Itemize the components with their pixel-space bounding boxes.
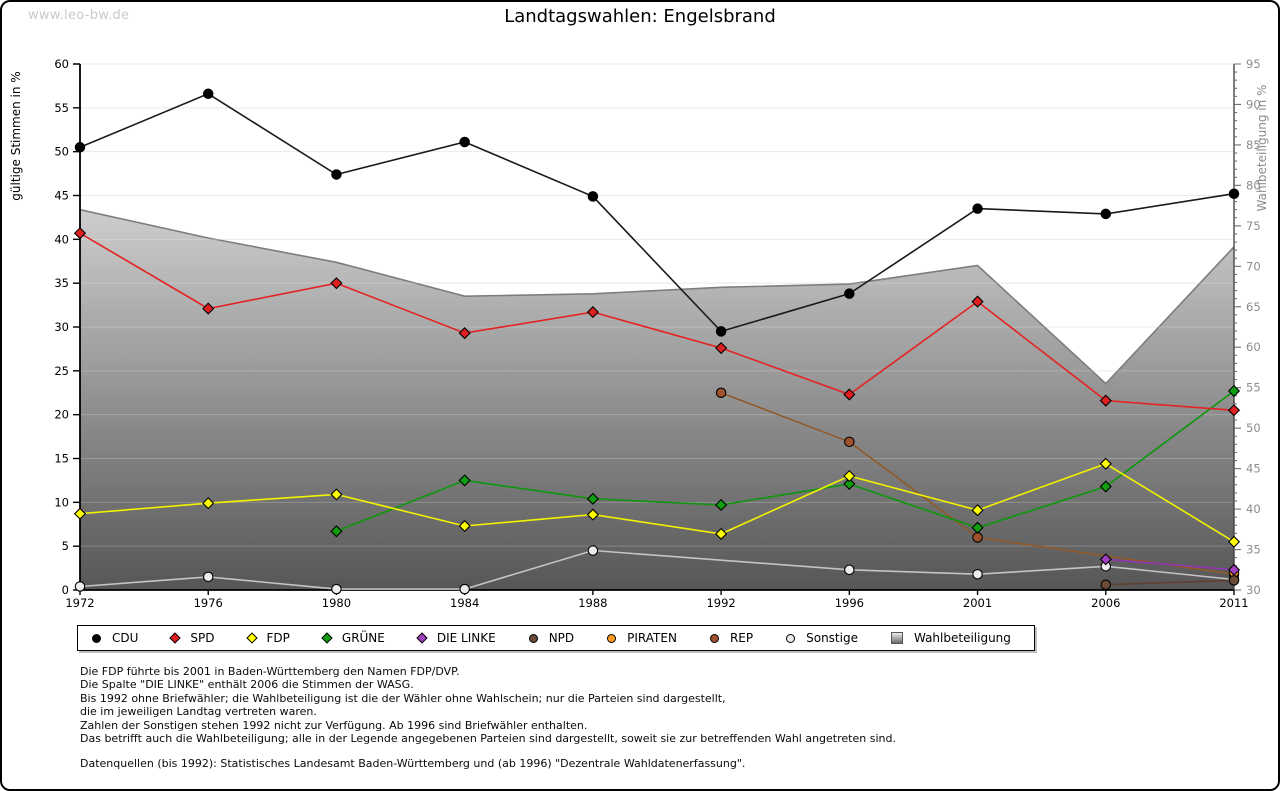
legend-item-PIRATEN: PIRATEN xyxy=(607,631,677,645)
svg-text:15: 15 xyxy=(54,452,69,466)
footnote-line: Die FDP führte bis 2001 in Baden-Württem… xyxy=(80,665,460,678)
svg-text:60: 60 xyxy=(1246,340,1261,354)
svg-text:20: 20 xyxy=(54,408,69,422)
series-FDP xyxy=(73,457,1241,548)
data-source-line: Datenquellen (bis 1992): Statistisches L… xyxy=(80,757,746,771)
svg-text:25: 25 xyxy=(54,364,69,378)
svg-text:40: 40 xyxy=(1246,502,1261,516)
svg-text:90: 90 xyxy=(1246,97,1261,111)
legend-item-GRÜNE: GRÜNE xyxy=(321,631,385,645)
legend: CDU SPD FDP GRÜNE DIE LINKE NPD PIRATEN REP Sons… xyxy=(77,625,1035,651)
svg-text:40: 40 xyxy=(54,232,69,246)
svg-text:35: 35 xyxy=(1246,543,1261,557)
legend-item-DIE-LINKE: DIE LINKE xyxy=(416,631,496,645)
legend-label: DIE LINKE xyxy=(436,631,496,645)
svg-text:2006: 2006 xyxy=(1091,596,1120,610)
legend-marker-icon xyxy=(245,632,258,644)
svg-text:45: 45 xyxy=(1246,462,1261,476)
legend-marker-icon xyxy=(528,633,538,643)
series-GRÜNE xyxy=(330,384,1241,538)
legend-item-CDU: CDU xyxy=(92,631,138,645)
svg-text:50: 50 xyxy=(1246,421,1261,435)
svg-text:10: 10 xyxy=(54,495,69,509)
svg-text:85: 85 xyxy=(1246,138,1261,152)
series-NPD xyxy=(1100,575,1240,590)
watermark-link: www.leo-bw.de xyxy=(28,8,130,23)
footnote-line: Die Spalte "DIE LINKE" enthält 2006 die … xyxy=(80,678,414,692)
svg-text:45: 45 xyxy=(54,189,69,203)
legend-label: PIRATEN xyxy=(627,631,677,645)
svg-text:50: 50 xyxy=(54,145,69,159)
footnote-line: Das betrifft auch die Wahlbeteiligung; a… xyxy=(80,732,896,746)
series-DIE-LINKE xyxy=(1099,553,1241,576)
legend-label: REP xyxy=(729,631,754,645)
svg-text:30: 30 xyxy=(54,320,69,334)
series-SPD xyxy=(73,227,1241,417)
footnotes: Die FDP führte bis 2001 in Baden-Württem… xyxy=(80,665,1230,771)
series-Sonstige xyxy=(74,545,1240,595)
legend-marker-icon xyxy=(416,632,428,644)
legend-label: CDU xyxy=(112,631,139,645)
svg-text:1992: 1992 xyxy=(706,596,735,610)
axes: 0 5 10 15 20 25 30 35 40 45 50 55 60 30 35 40 45 50 55 60 65… xyxy=(9,57,1269,610)
legend-label: FDP xyxy=(266,631,290,645)
legend-marker-icon xyxy=(607,633,617,643)
election-line-chart: 0 5 10 15 20 25 30 35 40 45 50 55 60 30 35 40 45 50 55 60 65… xyxy=(9,57,1269,610)
svg-text:75: 75 xyxy=(1246,219,1261,233)
footnote-line: die im jeweiligen Landtag vertreten ware… xyxy=(80,705,317,719)
svg-text:1984: 1984 xyxy=(450,596,479,610)
svg-text:5: 5 xyxy=(62,539,69,553)
svg-text:2001: 2001 xyxy=(963,596,992,610)
series-CDU xyxy=(74,88,1240,337)
footnote-line: Bis 1992 ohne Briefwähler; die Wahlbetei… xyxy=(80,691,726,705)
legend-marker-icon xyxy=(890,632,903,644)
svg-text:1972: 1972 xyxy=(65,596,94,610)
page-title: Landtagswahlen: Engelsbrand xyxy=(504,6,776,27)
legend-marker-icon xyxy=(321,632,333,644)
svg-text:1976: 1976 xyxy=(194,596,223,610)
svg-text:55: 55 xyxy=(54,101,69,115)
legend-label: NPD xyxy=(548,631,575,645)
turnout-area xyxy=(79,208,1235,590)
svg-text:0: 0 xyxy=(62,583,69,597)
svg-text:65: 65 xyxy=(1246,300,1261,314)
gridlines-overlay xyxy=(80,63,1234,547)
svg-text:35: 35 xyxy=(54,276,69,290)
legend-marker-icon xyxy=(169,632,182,644)
legend-label: SPD xyxy=(190,631,215,645)
legend-label: GRÜNE xyxy=(341,631,385,645)
legend-marker-icon xyxy=(786,633,796,643)
legend-item-FDP: FDP xyxy=(245,631,290,645)
legend-item-Sonstige: Sonstige xyxy=(786,631,858,645)
legend-item-Wahlbeteiligung: Wahlbeteiligung xyxy=(890,631,1011,645)
svg-text:2011: 2011 xyxy=(1219,596,1248,610)
legend-label: Sonstige xyxy=(806,631,858,645)
legend-item-NPD: NPD xyxy=(528,631,575,645)
legend-item-SPD: SPD xyxy=(169,631,215,645)
legend-label: Wahlbeteiligung xyxy=(913,631,1011,645)
svg-text:1988: 1988 xyxy=(578,596,607,610)
svg-text:95: 95 xyxy=(1246,57,1261,71)
legend-item-REP: REP xyxy=(709,631,754,645)
svg-text:30: 30 xyxy=(1246,583,1261,597)
left-axis-label: gültige Stimmen in % xyxy=(9,71,23,200)
svg-text:60: 60 xyxy=(54,57,69,71)
footnote-line: Zahlen der Sonstigen stehen 1992 nicht z… xyxy=(80,718,588,732)
svg-text:80: 80 xyxy=(1246,178,1261,192)
svg-text:1996: 1996 xyxy=(835,596,864,610)
right-axis-label: Wahlbeteiligung in % xyxy=(1255,85,1269,212)
legend-marker-icon xyxy=(92,633,101,643)
svg-text:70: 70 xyxy=(1246,259,1261,273)
legend-marker-icon xyxy=(709,633,719,643)
svg-text:55: 55 xyxy=(1246,381,1261,395)
svg-text:1980: 1980 xyxy=(322,596,351,610)
